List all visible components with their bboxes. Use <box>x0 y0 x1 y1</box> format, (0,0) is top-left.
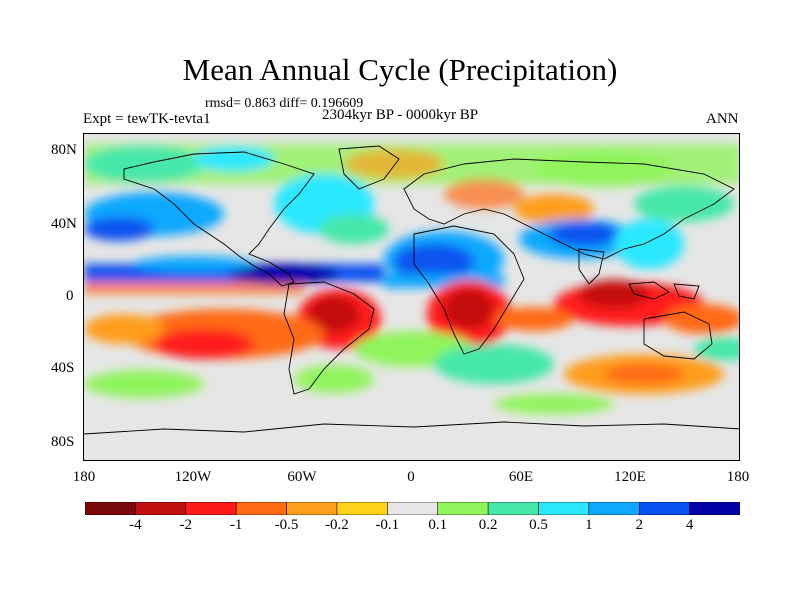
map-canvas <box>84 134 739 460</box>
map-title: Mean Annual Cycle (Precipitation) <box>182 52 618 87</box>
lat-label-eq: 0 <box>66 288 74 304</box>
colorbar-swatch <box>437 501 489 516</box>
africa-outline <box>413 225 525 355</box>
lon-label-0: 0 <box>407 469 415 485</box>
colorbar-label: -0.1 <box>375 517 400 533</box>
time-period: 2304kyr BP - 0000kyr BP <box>322 107 479 123</box>
colorbar-swatch <box>538 501 590 516</box>
colorbar-swatch <box>185 501 237 516</box>
colorbar-label: 4 <box>685 517 694 533</box>
colorbar-label: 2 <box>635 517 643 533</box>
colorbar-swatch <box>689 501 741 516</box>
rmsd-diff-stats: rmsd= 0.863 diff= 0.196609 <box>205 96 364 111</box>
lon-label-60w: 60W <box>287 469 317 485</box>
colorbar-label: 0.5 <box>529 517 548 533</box>
lat-label-80s: 80S <box>51 434 75 450</box>
experiment-label: Expt = tewTK-tevta1 <box>83 111 211 127</box>
colorbar-swatch <box>135 501 187 516</box>
lat-label-80n: 80N <box>51 142 77 158</box>
precipitation-map <box>83 133 740 461</box>
colorbar-swatch <box>336 501 389 516</box>
colorbar-swatch <box>588 501 641 516</box>
colorbar-label: -4 <box>129 517 142 533</box>
lat-label-40n: 40N <box>51 216 77 232</box>
colorbar-label: -1 <box>229 517 243 533</box>
new-guinea-outline <box>673 283 700 300</box>
colorbar-label: -0.5 <box>274 517 299 533</box>
lon-label-120w: 120W <box>174 469 212 485</box>
colorbar-swatch <box>387 501 439 516</box>
colorbar-label: -2 <box>179 517 193 533</box>
colorbar-swatch <box>235 501 288 516</box>
lon-label-120e: 120E <box>614 469 646 485</box>
precip-anomaly-field <box>84 144 739 414</box>
south-america-outline <box>283 281 375 395</box>
colorbar-label: -0.2 <box>325 517 349 533</box>
colorbar-swatches <box>84 501 741 516</box>
india-outline <box>578 248 605 285</box>
eurasia-outline <box>403 158 735 260</box>
indonesia-outline <box>628 281 670 300</box>
colorbar-swatch <box>84 501 137 516</box>
greenland-outline <box>338 145 400 190</box>
colorbar-swatch <box>638 501 691 516</box>
colorbar-label: 0.1 <box>428 517 448 533</box>
lon-label-60e: 60E <box>508 469 534 485</box>
lat-label-40s: 40S <box>51 360 75 376</box>
colorbar-swatch <box>487 501 540 516</box>
lon-label-180w: 180 <box>72 469 96 485</box>
season-label: ANN <box>706 111 739 127</box>
coastlines <box>84 145 739 435</box>
colorbar-label: 0.2 <box>478 517 498 533</box>
north-america-outline <box>123 151 315 287</box>
colorbar <box>84 501 741 516</box>
lon-label-180e: 180 <box>726 469 750 485</box>
antarctica-outline <box>84 421 739 435</box>
australia-outline <box>643 311 713 360</box>
colorbar-swatch <box>286 501 338 516</box>
colorbar-label: 1 <box>585 517 593 533</box>
